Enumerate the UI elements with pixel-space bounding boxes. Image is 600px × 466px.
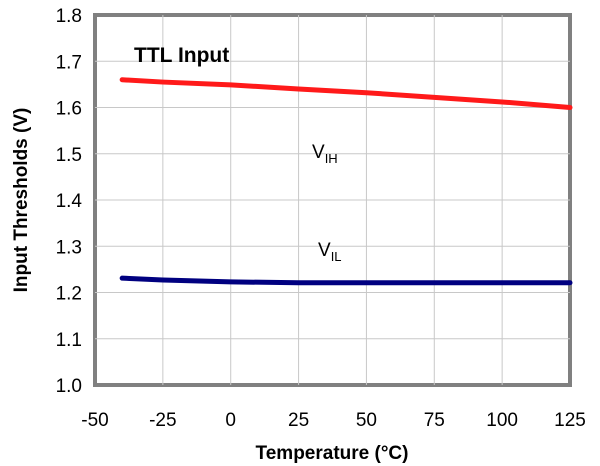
- x-tick-label: 50: [356, 410, 377, 431]
- y-tick-label: 1.8: [56, 6, 82, 27]
- vil-label-sub: IL: [331, 249, 342, 264]
- series-layer: [119, 77, 573, 286]
- vih-series-line: [119, 77, 573, 110]
- x-tick-label: 125: [554, 410, 586, 431]
- x-tick-label: 25: [288, 410, 309, 431]
- y-tick-label: 1.4: [56, 191, 83, 212]
- vil-label-main: V: [318, 240, 331, 261]
- grid-lines: [95, 15, 570, 385]
- y-tick-labels: 1.0 1.1 1.2 1.3 1.4 1.5 1.6 1.7 1.8: [56, 6, 83, 397]
- x-tick-label: -50: [81, 410, 108, 431]
- condition-label: TTL Input: [134, 44, 229, 67]
- x-tick-label: 100: [486, 410, 518, 431]
- x-axis-title: Temperature (°C): [256, 443, 409, 464]
- vil-series-line: [119, 275, 573, 286]
- x-tick-labels: -50 -25 0 25 50 75 100 125: [81, 410, 586, 431]
- y-tick-label: 1.5: [56, 145, 82, 166]
- x-tick-label: -25: [149, 410, 176, 431]
- vih-label: VIH: [312, 142, 338, 166]
- vih-label-sub: IH: [325, 151, 338, 166]
- vih-label-main: V: [312, 142, 325, 163]
- vil-label: VIL: [318, 240, 342, 264]
- y-tick-label: 1.1: [56, 330, 82, 351]
- y-tick-label: 1.3: [56, 237, 82, 258]
- x-tick-label: 0: [225, 410, 236, 431]
- y-tick-label: 1.7: [56, 52, 82, 73]
- y-tick-label: 1.2: [56, 284, 82, 305]
- y-tick-label: 1.6: [56, 99, 82, 120]
- x-tick-label: 75: [424, 410, 445, 431]
- y-tick-label: 1.0: [56, 376, 82, 397]
- y-axis-title: Input Thresholds (V): [11, 108, 32, 293]
